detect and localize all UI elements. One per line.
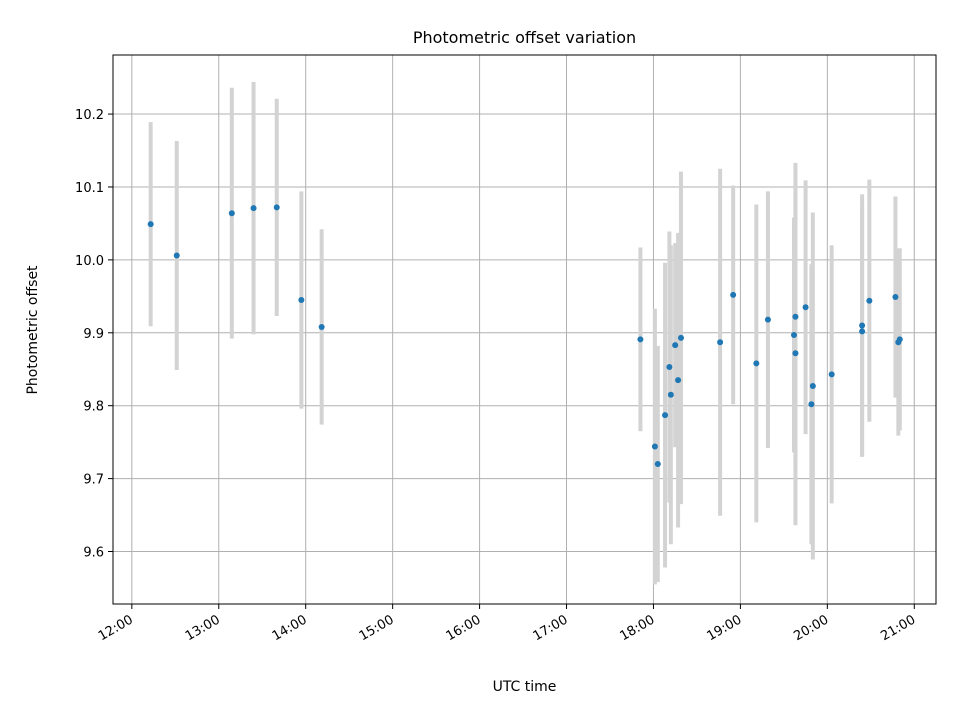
data-point: [717, 339, 724, 346]
data-point: [764, 316, 771, 323]
x-axis-label: UTC time: [493, 679, 557, 695]
data-point: [654, 461, 661, 468]
y-tick-label: 10.2: [75, 108, 104, 123]
data-point: [666, 364, 673, 371]
data-point: [730, 291, 737, 298]
y-axis-label: Photometric offset: [25, 265, 41, 395]
data-point: [808, 401, 815, 408]
y-tick-label: 10.1: [75, 181, 104, 196]
data-point: [859, 322, 866, 329]
data-point: [828, 371, 835, 378]
data-point: [637, 336, 644, 343]
data-point: [892, 294, 899, 301]
data-point: [147, 221, 154, 228]
data-point: [677, 334, 684, 341]
data-point: [791, 331, 798, 338]
data-point: [667, 391, 674, 398]
y-tick-label: 9.6: [83, 546, 104, 561]
y-axis: 9.6 9.7 9.8 9.9 10.0 10.1 10.2: [75, 108, 113, 561]
data-point: [173, 252, 180, 259]
data-point: [792, 350, 799, 357]
data-point: [802, 304, 809, 311]
plot-frame: [112, 54, 937, 605]
data-point: [753, 360, 760, 367]
grid: [113, 55, 936, 604]
data-point: [809, 383, 816, 390]
data-point: [228, 210, 235, 217]
y-tick-label: 9.8: [83, 400, 104, 415]
data-point: [250, 205, 257, 212]
data-point: [298, 296, 305, 303]
data-point: [662, 412, 669, 419]
data-point: [896, 336, 903, 343]
data-point: [792, 313, 799, 320]
data-point: [859, 328, 866, 335]
data-point: [675, 377, 682, 384]
data-point: [651, 443, 658, 450]
data-point: [273, 204, 280, 211]
y-tick-label: 10.0: [75, 254, 104, 269]
chart-title: Photometric offset variation: [413, 28, 636, 47]
data-point: [866, 297, 873, 304]
data-point: [318, 323, 325, 330]
y-tick-label: 9.9: [83, 327, 104, 342]
data-points: [147, 204, 903, 468]
y-tick-label: 9.7: [83, 473, 104, 488]
data-point: [672, 342, 679, 349]
